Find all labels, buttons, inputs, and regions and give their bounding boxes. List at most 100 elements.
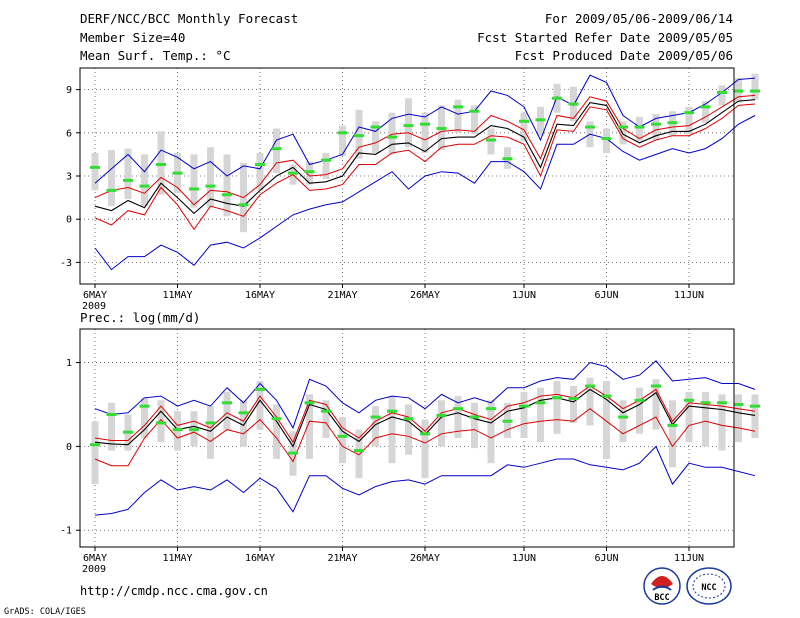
temp-spread-box: [223, 154, 231, 217]
temp-ytick-label: 0: [66, 215, 72, 226]
temp-xtick-label: 21MAY: [327, 290, 357, 301]
temp-spread-box: [702, 101, 709, 123]
prec-spread-box: [405, 404, 412, 455]
temp-spread-box: [322, 152, 330, 179]
temp-spread-box: [91, 152, 99, 191]
prec-frame: [79, 328, 735, 548]
temp-xtick-label: 1JUN: [512, 290, 536, 301]
prec-xtick-label: 11JUN: [674, 553, 704, 564]
temp-spread-box: [190, 154, 198, 208]
prec-spread-box: [603, 380, 610, 459]
prec-ytick-label: -1: [60, 526, 72, 537]
prec-spread-box: [306, 394, 313, 459]
temp-xtick-label: 11JUN: [674, 290, 704, 301]
temp-spread-box: [108, 150, 115, 207]
header-produced-date: Fcst Produced Date 2009/05/06: [515, 48, 733, 63]
temp-spread-box: [388, 112, 396, 155]
temp-spread-box: [471, 105, 478, 135]
footer-credit: GrADS: COLA/IGES: [4, 607, 86, 617]
temp-spread-box: [256, 152, 264, 191]
temp-max-line: [94, 74, 756, 184]
temp-ytick-label: 9: [66, 85, 72, 96]
temp-ytick-label: 6: [66, 128, 72, 139]
prec-spread-box: [619, 400, 627, 443]
temp-spread-box: [124, 148, 132, 200]
temp-spread-box: [421, 112, 429, 153]
bcc-logo: BCC: [643, 567, 681, 605]
prec-year-label: 2009: [82, 564, 106, 575]
temp-lower-line: [94, 103, 756, 231]
temp-spread-box: [405, 98, 412, 148]
prec-spread-box: [256, 380, 264, 430]
prec-spread-box: [669, 400, 676, 468]
temp-min-line: [94, 115, 756, 271]
prec-spread-box: [735, 394, 742, 443]
bcc-logo-swirl: [651, 576, 673, 588]
temperature-chart: -3 0 3 6 9 6MAY 11MAY 16MAY 21MAY 26MAY 1JUN 6JUN 11…: [60, 67, 760, 312]
prec-spread-box: [487, 400, 495, 464]
temp-mean-line: [94, 99, 756, 215]
prec-spread-box: [388, 396, 396, 464]
temp-ytick-label: 3: [66, 172, 72, 183]
temp-xtick-label: 11MAY: [162, 290, 192, 301]
temp-spread-box: [454, 99, 462, 133]
prec-spread-box: [438, 400, 445, 447]
footer-url: http://cmdp.ncc.cma.gov.cn: [80, 584, 268, 598]
prec-spread-box: [652, 379, 660, 430]
temp-spread-box: [652, 114, 660, 140]
prec-spread-box: [273, 404, 280, 459]
prec-xtick-label: 6JUN: [594, 553, 618, 564]
prec-spread-box: [751, 394, 759, 438]
temp-year-label: 2009: [82, 301, 106, 312]
ncc-logo-text: NCC: [701, 583, 716, 593]
prec-spread-box: [520, 391, 528, 438]
temp-spread-box: [520, 112, 528, 142]
prec-spread-box: [685, 391, 693, 443]
header-period: For 2009/05/06-2009/06/14: [545, 11, 733, 26]
prec-lower-line: [94, 408, 756, 467]
temp-spread-box: [718, 85, 726, 106]
temp-spread-box: [619, 121, 627, 145]
prec-ytick-label: 1: [66, 358, 72, 369]
temp-spread-box: [685, 106, 693, 135]
temp-ytick-label: -3: [60, 258, 72, 269]
prec-ytick-label: 0: [66, 442, 72, 453]
prec-spread-box: [586, 377, 594, 426]
prec-max-line: [94, 360, 756, 430]
prec-spread-box: [339, 417, 346, 464]
header-start-date: Fcst Started Refer Date 2009/05/05: [477, 30, 733, 45]
prec-xtick-label: 26MAY: [410, 553, 440, 564]
prec-spread-box: [91, 421, 99, 485]
prec-spread-box: [322, 400, 330, 438]
temp-spread-box: [636, 116, 643, 142]
prec-spread-box: [355, 429, 363, 479]
temp-xtick-label: 26MAY: [410, 290, 440, 301]
prec-spread-box: [636, 387, 643, 434]
temp-spread-box: [372, 121, 379, 153]
prec-spread-box: [702, 391, 709, 447]
prec-upper-line: [94, 385, 756, 444]
prec-xtick-label: 11MAY: [162, 553, 192, 564]
bcc-logo-text: BCC: [654, 593, 669, 603]
prec-xtick-label: 6MAY: [83, 553, 107, 564]
ncc-logo: NCC: [686, 567, 732, 605]
prec-spread-box: [570, 386, 577, 423]
prec-spread-box: [537, 387, 544, 443]
temp-spread-box: [751, 73, 759, 100]
temp-spread-box: [603, 128, 610, 153]
temp-xtick-label: 6MAY: [83, 290, 107, 301]
prec-spread-box: [718, 394, 726, 451]
prec-spread-box: [421, 419, 429, 479]
prec-spread-box: [471, 402, 478, 449]
temp-xtick-label: 16MAY: [245, 290, 275, 301]
prec-min-line: [94, 445, 756, 516]
header-member-size: Member Size=40: [80, 30, 185, 45]
temp-xtick-label: 6JUN: [594, 290, 618, 301]
header-title: DERF/NCC/BCC Monthly Forecast: [80, 11, 298, 26]
prec-spread-box: [207, 406, 214, 459]
prec-spread-box: [108, 402, 115, 451]
temp-spread-box: [339, 125, 346, 156]
temp-spread-box: [207, 147, 214, 208]
